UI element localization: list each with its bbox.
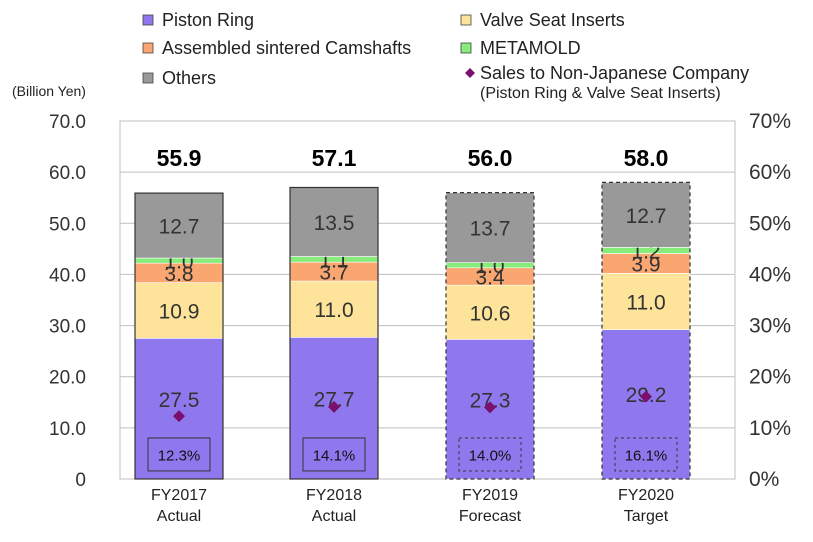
legend-label: METAMOLD	[480, 38, 581, 58]
segment-value-label: 3.9	[631, 253, 660, 276]
segment-value-label: 27.5	[159, 389, 200, 412]
legend-label: Piston Ring	[162, 10, 254, 30]
legend-label: Sales to Non-Japanese Company	[480, 63, 749, 83]
legend-item: Assembled sintered Camshafts	[142, 38, 411, 58]
percentage-label: 14.1%	[313, 447, 356, 464]
category-labels: FY2017 Actual FY2018 Actual FY2019 Forecast FY…	[151, 487, 674, 525]
bar-total-label: 55.9	[157, 145, 202, 171]
bar-outline	[134, 192, 224, 480]
right-tick-label: 0%	[749, 468, 779, 491]
left-tick-label: 10.0	[49, 419, 86, 440]
segment-value-label: 3.8	[164, 263, 193, 286]
category-label: FY2017	[151, 487, 207, 504]
category-label: FY2018	[306, 487, 362, 504]
left-tick-label: 60.0	[49, 163, 86, 184]
percentage-label: 12.3%	[158, 447, 201, 464]
bar-stack: 27.310.63.41.013.756.0	[445, 145, 535, 480]
y-axis-unit-label: (Billion Yen)	[12, 83, 86, 99]
bar-stacks: 27.510.93.81.012.755.927.711.03.71.113.5…	[134, 145, 691, 480]
percentage-box	[147, 437, 211, 472]
non-japanese-sales-marker	[328, 400, 340, 413]
left-axis-ticks: 0 10.0 20.0 30.0 40.0 50.0 60.0 70.0	[49, 112, 86, 491]
bar-outline	[445, 192, 535, 480]
left-tick-label: 0	[75, 470, 86, 491]
legend: Piston Ring Valve Seat Inserts Assembled s…	[142, 10, 749, 102]
legend-label: Others	[162, 68, 216, 88]
bar-segment	[134, 192, 224, 259]
legend-swatch	[142, 14, 154, 26]
bar-total-label: 57.1	[312, 145, 357, 171]
legend-item: Others	[142, 68, 216, 88]
bar-segment	[601, 182, 691, 248]
category-label: FY2020	[618, 487, 674, 504]
category-sublabel: Actual	[157, 508, 201, 525]
legend-diamond-icon	[465, 68, 475, 78]
left-tick-label: 30.0	[49, 317, 86, 338]
percentage-box	[302, 437, 366, 472]
legend-label: Assembled sintered Camshafts	[162, 38, 411, 58]
bar-total-label: 58.0	[624, 145, 669, 171]
legend-item: Piston Ring	[142, 10, 254, 30]
percentage-box	[614, 437, 678, 472]
bar-segment	[289, 187, 379, 257]
segment-value-label: 3.4	[475, 266, 505, 289]
legend-swatch	[460, 42, 472, 54]
percentage-label: 16.1%	[625, 447, 668, 464]
non-japanese-sales-markers: 12.3% 14.1% 14.0% 16.1%	[147, 390, 678, 472]
left-tick-label: 40.0	[49, 265, 86, 286]
segment-value-label: 10.9	[159, 300, 200, 323]
bar-stack: 27.510.93.81.012.755.9	[134, 145, 224, 480]
bar-outline	[289, 186, 379, 480]
percentage-box	[458, 437, 522, 472]
right-tick-label: 60%	[749, 161, 791, 184]
legend-swatch	[460, 14, 472, 26]
legend-sublabel: (Piston Ring & Valve Seat Inserts)	[480, 85, 721, 102]
segment-value-label: 11.0	[626, 292, 665, 315]
left-tick-label: 50.0	[49, 214, 86, 235]
segment-value-label: 13.5	[314, 212, 355, 235]
segment-value-label: 27.7	[314, 388, 355, 411]
segment-value-label: 12.7	[159, 216, 200, 239]
legend-item: Valve Seat Inserts	[460, 10, 625, 30]
category-sublabel: Forecast	[459, 508, 522, 525]
non-japanese-sales-marker	[640, 390, 652, 403]
percentage-label: 14.0%	[469, 447, 512, 464]
segment-value-label: 13.7	[470, 218, 511, 241]
right-tick-label: 30%	[749, 315, 791, 338]
legend-item: METAMOLD	[460, 38, 581, 58]
category-label: FY2019	[462, 487, 518, 504]
right-axis-ticks: 0% 10% 20% 30% 40% 50% 60% 70%	[749, 110, 791, 491]
bar-stack: 29.211.03.91.212.758.0	[601, 145, 691, 480]
right-tick-label: 50%	[749, 212, 791, 235]
segment-value-label: 10.6	[470, 302, 511, 325]
bar-stack: 27.711.03.71.113.557.1	[289, 145, 379, 480]
non-japanese-sales-marker	[484, 401, 496, 414]
right-tick-label: 40%	[749, 263, 791, 286]
segment-value-label: 27.3	[470, 389, 511, 412]
bar-outline	[601, 181, 691, 480]
left-tick-label: 70.0	[49, 112, 86, 133]
category-sublabel: Actual	[312, 508, 356, 525]
legend-item: Sales to Non-Japanese Company (Piston Rin…	[465, 63, 749, 102]
bar-segment	[601, 273, 691, 330]
category-sublabel: Target	[624, 508, 669, 525]
right-tick-label: 10%	[749, 417, 791, 440]
right-tick-label: 20%	[749, 366, 791, 389]
legend-swatch	[142, 42, 154, 54]
bar-segment	[445, 192, 535, 263]
segment-value-label: 12.7	[626, 205, 667, 228]
bar-segment	[445, 284, 535, 340]
legend-swatch	[142, 72, 154, 84]
non-japanese-sales-marker	[173, 410, 185, 423]
segment-value-label: 11.0	[314, 299, 353, 322]
legend-label: Valve Seat Inserts	[480, 10, 625, 30]
left-tick-label: 20.0	[49, 368, 86, 389]
bar-total-label: 56.0	[468, 145, 513, 171]
segment-value-label: 3.7	[319, 262, 348, 285]
right-tick-label: 70%	[749, 110, 791, 133]
